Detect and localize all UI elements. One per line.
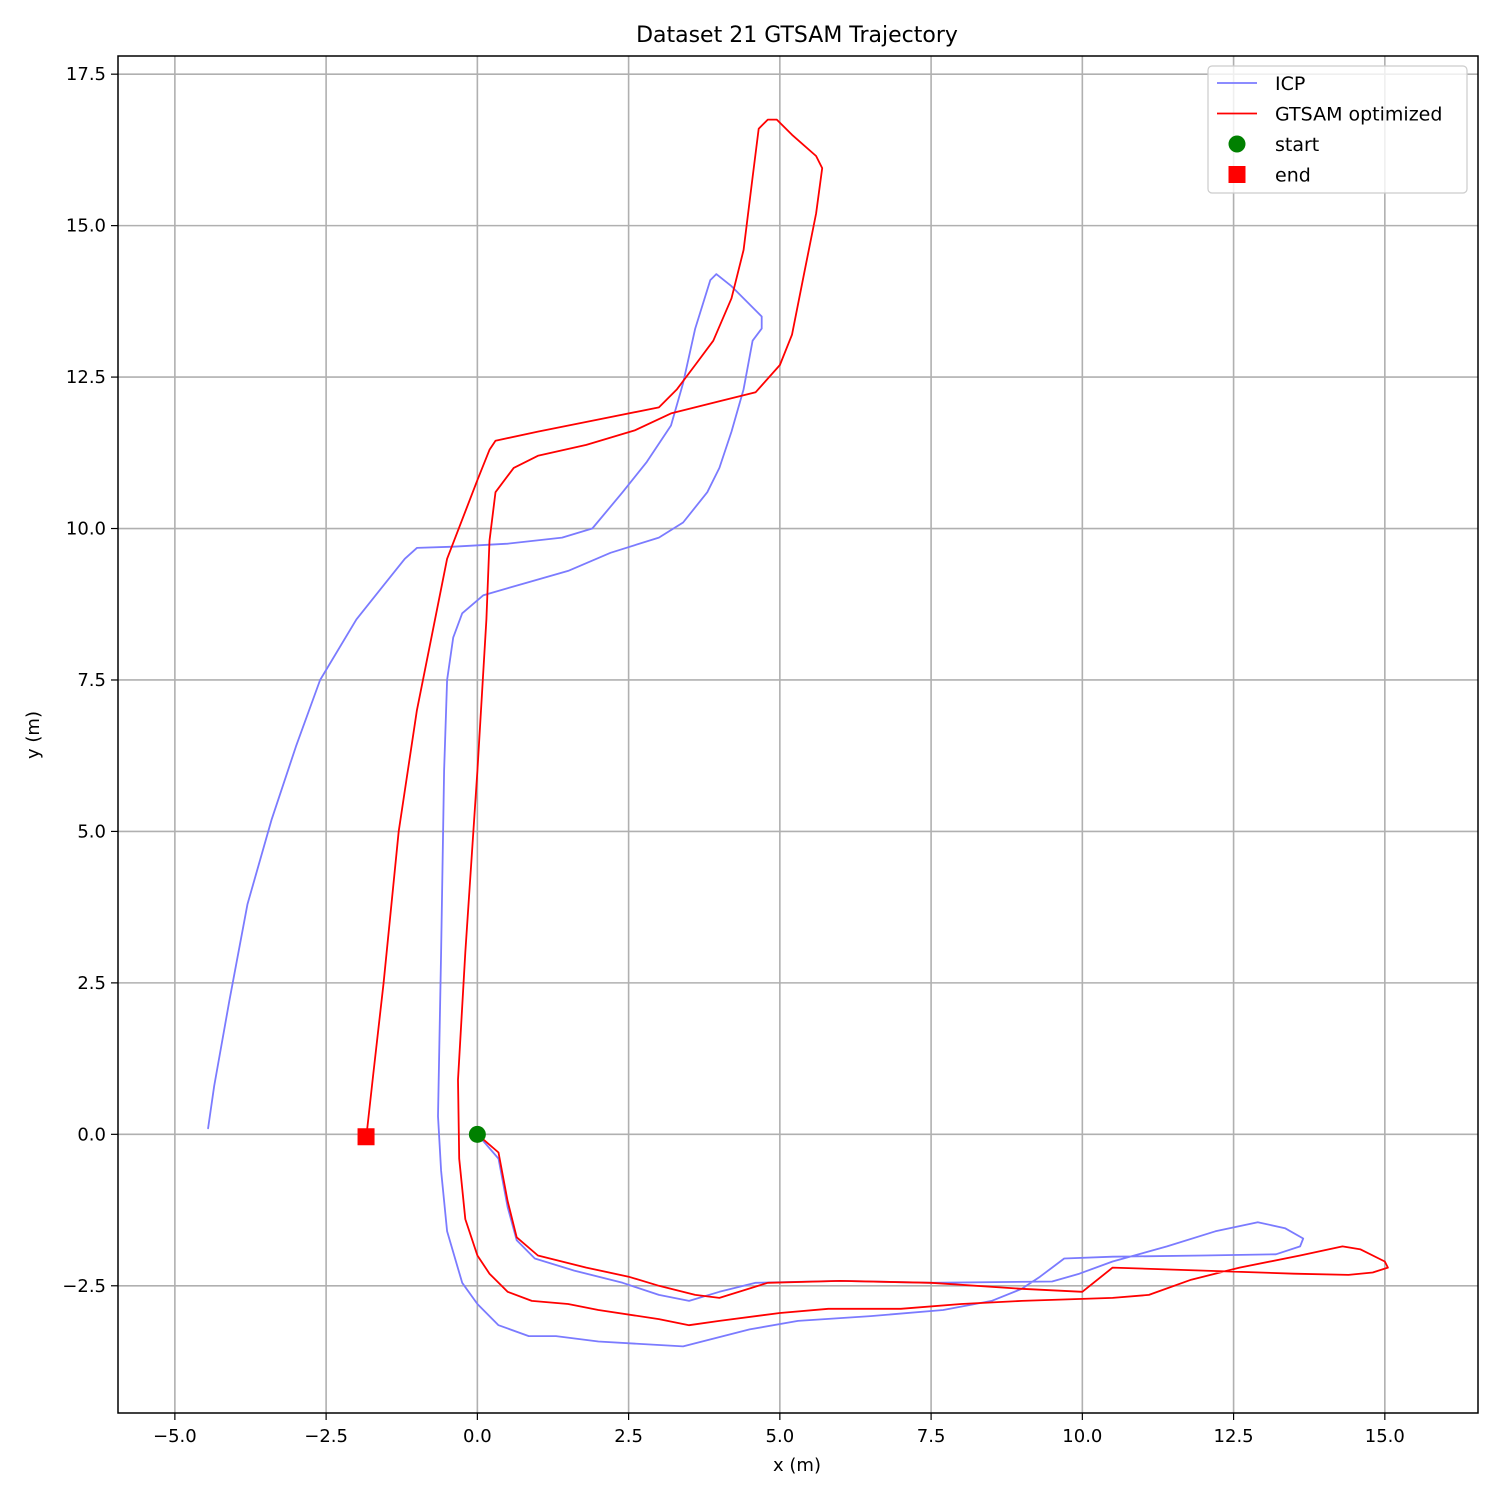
legend-label-start: start xyxy=(1275,134,1319,156)
legend-label-end: end xyxy=(1275,165,1311,187)
x-tick-label: 7.5 xyxy=(917,1426,946,1447)
x-tick-label: −2.5 xyxy=(304,1426,348,1447)
legend-label-gtsam-optimized: GTSAM optimized xyxy=(1275,104,1442,126)
start-marker xyxy=(468,1125,486,1143)
y-tick-label: 17.5 xyxy=(66,64,106,85)
x-tick-label: 12.5 xyxy=(1214,1426,1254,1447)
y-tick-label: 15.0 xyxy=(66,216,106,237)
y-tick-label: 12.5 xyxy=(66,367,106,388)
y-axis-label: y (m) xyxy=(23,711,44,759)
y-tick-label: 7.5 xyxy=(77,670,106,691)
x-tick-label: 15.0 xyxy=(1365,1426,1405,1447)
legend: ICP GTSAM optimized start end xyxy=(1207,65,1468,194)
axis-ticks: −5.0 −2.5 0.0 2.5 5.0 7.5 10.0 12.5 15.0 −2.5 0.0 2… xyxy=(62,64,1405,1447)
y-tick-label: 2.5 xyxy=(77,973,106,994)
end-marker xyxy=(357,1128,375,1146)
y-tick-label: 0.0 xyxy=(77,1124,106,1145)
grid xyxy=(118,56,1478,1413)
x-tick-label: −5.0 xyxy=(153,1426,197,1447)
y-tick-label: 5.0 xyxy=(77,821,106,842)
chart-title: Dataset 21 GTSAM Trajectory xyxy=(636,23,958,48)
icp-trajectory-line xyxy=(207,273,1305,1348)
x-tick-label: 5.0 xyxy=(766,1426,795,1447)
x-tick-label: 0.0 xyxy=(463,1426,492,1447)
legend-label-icp: ICP xyxy=(1275,73,1305,95)
legend-swatch-end xyxy=(1228,166,1246,183)
x-tick-label: 2.5 xyxy=(614,1426,643,1447)
gtsam-optimized-trajectory-line xyxy=(365,118,1389,1327)
legend-box xyxy=(1207,65,1468,194)
plot-frame xyxy=(117,55,1479,1414)
y-tick-label: −2.5 xyxy=(62,1276,106,1297)
y-tick-label: 10.0 xyxy=(66,519,106,540)
x-tick-label: 10.0 xyxy=(1062,1426,1102,1447)
legend-swatch-start xyxy=(1228,135,1246,153)
x-axis-label: x (m) xyxy=(773,1455,821,1476)
plot-series xyxy=(207,118,1389,1348)
